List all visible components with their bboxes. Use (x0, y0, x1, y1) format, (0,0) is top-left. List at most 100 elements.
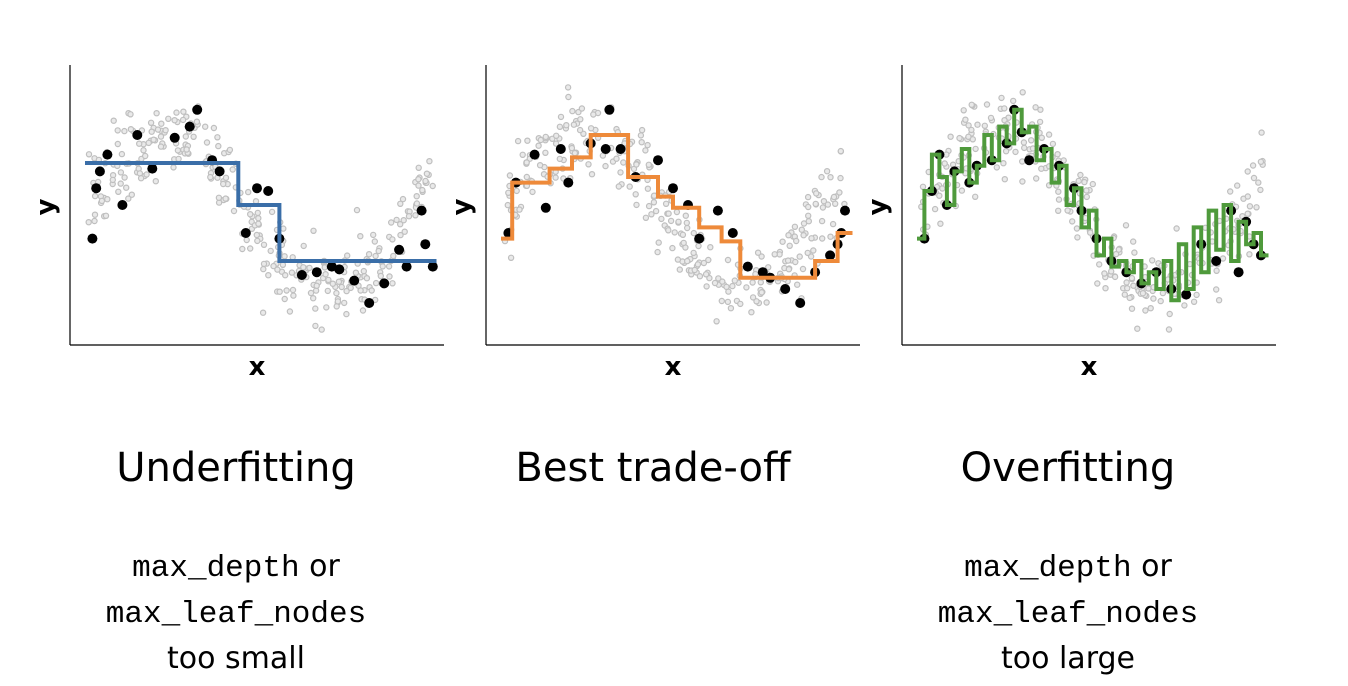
best-trade-off-test-point (719, 278, 726, 285)
best-trade-off-test-point (602, 162, 609, 170)
best-trade-off-test-point (682, 212, 690, 219)
best-trade-off-test-point (674, 256, 682, 263)
best-trade-off-test-point (535, 142, 542, 149)
best-trade-off-test-point (695, 242, 702, 250)
overfitting-test-point (1257, 186, 1264, 194)
overfitting-test-point (1134, 325, 1141, 332)
overfitting-test-point (1150, 295, 1157, 302)
overfitting-test-point (1055, 188, 1062, 195)
best-trade-off-test-point (588, 170, 596, 178)
underfitting-test-point (390, 252, 397, 260)
underfitting-test-point (397, 220, 404, 228)
underfitting-test-point (174, 147, 182, 154)
underfitting-test-point (372, 279, 380, 287)
best-trade-off-test-point (724, 256, 732, 264)
best-trade-off-test-point (658, 215, 665, 223)
overfitting-prediction-line (917, 107, 1269, 303)
best-trade-off-test-point (758, 253, 765, 260)
underfitting-test-point (253, 231, 260, 239)
overfitting-test-point (1126, 294, 1133, 302)
best-trade-off-test-point (724, 298, 732, 306)
overfitting-test-point (1258, 129, 1265, 136)
overfitting-test-point (1244, 168, 1251, 175)
best-trade-off-test-point (536, 161, 544, 169)
underfitting-test-point (401, 228, 408, 235)
best-trade-off-test-point (694, 261, 702, 268)
underfitting-test-point (388, 219, 395, 226)
underfitting-test-point (276, 288, 283, 295)
best-trade-off-test-point (568, 144, 576, 152)
underfitting-test-point (360, 267, 367, 275)
underfitting-prediction-line (85, 161, 437, 263)
overfitting-test-point (1019, 89, 1026, 96)
underfitting-test-point (307, 289, 315, 297)
best-trade-off-train-point (742, 261, 753, 272)
overfitting-test-point (919, 183, 927, 190)
best-trade-off-test-point (690, 229, 698, 237)
best-trade-off-test-point (654, 248, 661, 256)
underfitting-test-point (154, 126, 162, 133)
underfitting-test-point (98, 197, 106, 205)
best-trade-off-test-point (804, 193, 812, 201)
best-trade-off-test-point (652, 207, 660, 215)
best-trade-off-test-point (818, 217, 826, 225)
underfitting-test-point (393, 216, 400, 224)
best-trade-off-test-point (620, 159, 627, 166)
underfitting-train-point (94, 166, 105, 177)
overfitting-test-point (1142, 307, 1149, 314)
best-trade-off-test-point (805, 217, 813, 225)
overfitting-train-point (1181, 289, 1192, 300)
overfitting-test-point (1244, 210, 1251, 217)
underfitting-test-point (341, 299, 348, 307)
underfitting-train-point (117, 200, 128, 210)
underfitting-test-point (282, 272, 289, 279)
underfitting-test-point (145, 139, 152, 147)
best-trade-off-test-point (836, 189, 843, 196)
overfitting-test-point (965, 133, 972, 140)
overfitting-test-point (1121, 291, 1129, 298)
underfitting-test-point (260, 265, 267, 273)
underfitting-test-point (165, 115, 172, 123)
underfitting-test-point (329, 280, 336, 287)
best-trade-off-x-axis-label: x (665, 352, 682, 382)
underfitting-test-point (419, 186, 426, 194)
underfitting-test-point (118, 150, 126, 158)
best-trade-off-test-point (731, 277, 739, 284)
best-trade-off-test-point (800, 231, 807, 239)
underfitting-test-point (397, 200, 404, 207)
best-trade-off-test-point (823, 167, 831, 175)
overfitting-test-point (1181, 302, 1188, 309)
best-trade-off-test-point (794, 281, 801, 288)
underfitting-test-point (259, 309, 267, 316)
overfitting-test-point (968, 101, 975, 109)
best-trade-off-test-point (662, 200, 670, 207)
overfitting-test-point (993, 164, 1001, 171)
underfitting-test-point (230, 207, 238, 215)
overfitting-test-point (937, 220, 944, 227)
best-trade-off-test-point (743, 284, 750, 291)
underfitting-test-point (219, 180, 227, 188)
overfitting-test-point (1081, 178, 1088, 186)
underfitting-test-point (147, 119, 155, 127)
best-trade-off-train-point (529, 149, 540, 160)
best-trade-off-train-point (757, 267, 768, 278)
underfitting-test-point (115, 188, 122, 195)
underfitting-test-point (368, 287, 375, 294)
overfitting-test-point (962, 116, 969, 123)
best-trade-off-test-point (585, 161, 592, 168)
underfitting-test-point (422, 177, 429, 185)
underfitting-test-point (173, 109, 180, 116)
overfitting-test-point (1244, 193, 1252, 200)
overfitting-test-point (1012, 148, 1019, 156)
best-trade-off-test-point (675, 218, 682, 225)
overfitting-test-point (1101, 270, 1108, 277)
underfitting-test-point (415, 164, 422, 171)
overfitting-test-point (1128, 305, 1136, 312)
underfitting-test-point (171, 116, 178, 124)
underfitting-test-point (290, 292, 297, 299)
best-trade-off-test-point (715, 275, 722, 282)
best-trade-off-test-point (754, 249, 762, 256)
best-trade-off-test-point (749, 294, 757, 301)
underfitting-test-point (312, 305, 319, 312)
underfitting-test-point (274, 266, 281, 273)
